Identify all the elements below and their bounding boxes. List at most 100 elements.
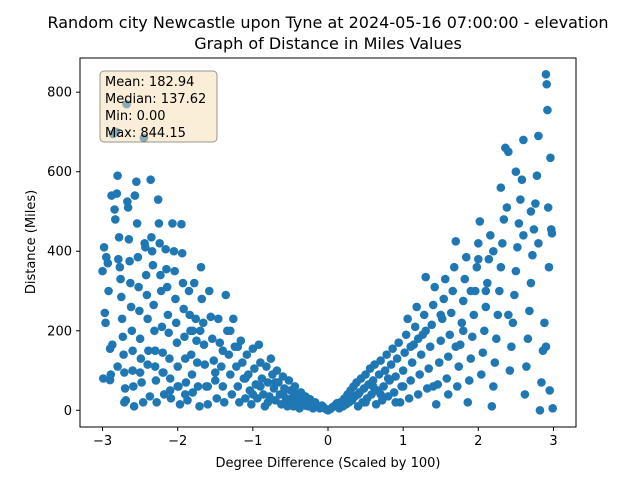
data-point [135, 306, 144, 316]
data-point [353, 390, 363, 399]
data-point [142, 290, 152, 300]
data-point [101, 318, 110, 328]
data-point [392, 354, 402, 363]
y-tick-label: 200 [47, 324, 72, 339]
x-axis: −3 −2 −1 0 1 2 3 [93, 427, 558, 449]
data-point [534, 239, 543, 248]
x-axis-label: Degree Difference (Scaled by 100) [216, 456, 441, 471]
data-point [112, 189, 122, 198]
data-point [522, 362, 531, 371]
data-point [446, 308, 456, 318]
x-tick-label: 3 [549, 434, 557, 449]
x-tick-label: 1 [399, 434, 407, 449]
data-point [481, 286, 491, 296]
data-point [517, 175, 527, 184]
data-point [195, 402, 204, 411]
data-point [120, 384, 130, 393]
data-point [148, 260, 158, 270]
data-point [293, 390, 303, 399]
data-point [534, 131, 543, 141]
data-point [203, 400, 213, 409]
data-point [233, 382, 243, 391]
data-point [496, 183, 506, 192]
data-point [111, 215, 120, 224]
data-point [146, 175, 155, 184]
stats-box-background [99, 70, 218, 143]
y-axis: 0 200 400 600 800 [47, 86, 80, 419]
data-point [487, 402, 497, 411]
stats-max: Max: 844.15 [105, 126, 186, 141]
data-point [143, 314, 152, 324]
data-point [413, 390, 423, 399]
data-point [168, 219, 177, 228]
data-point [152, 398, 161, 407]
data-point [178, 278, 188, 288]
data-point [173, 382, 182, 391]
data-point [206, 312, 216, 322]
data-point [136, 354, 146, 363]
data-point [180, 390, 190, 399]
data-point [391, 398, 400, 407]
data-point [128, 366, 137, 375]
data-point [454, 362, 464, 371]
x-tick-label: 0 [324, 434, 332, 449]
data-point [149, 300, 158, 310]
data-point [242, 350, 252, 359]
data-point [254, 340, 264, 349]
data-point [419, 310, 429, 320]
data-point [99, 374, 108, 383]
data-point [120, 368, 129, 377]
y-tick-label: 0 [64, 404, 72, 419]
data-point [428, 300, 438, 310]
data-point [100, 308, 110, 318]
data-point [451, 342, 461, 351]
data-point [525, 306, 534, 316]
data-point [513, 242, 522, 252]
y-tick-label: 600 [47, 165, 72, 180]
data-point [478, 348, 488, 357]
data-point [284, 376, 294, 385]
data-point [404, 394, 414, 403]
data-point [431, 400, 441, 409]
data-point [203, 382, 213, 391]
data-point [113, 171, 122, 180]
data-point [514, 219, 524, 228]
data-point [301, 401, 310, 410]
data-point [389, 388, 399, 397]
data-point [179, 304, 189, 314]
data-point [105, 375, 115, 385]
data-point [486, 231, 495, 240]
data-point [398, 382, 408, 391]
data-point [394, 338, 403, 348]
data-point [196, 262, 206, 272]
data-point [452, 382, 462, 391]
data-point [132, 219, 142, 228]
data-point [135, 334, 145, 344]
data-point [403, 314, 412, 324]
data-point [238, 358, 247, 367]
data-point [117, 314, 127, 324]
data-point [200, 360, 210, 369]
data-point [103, 258, 113, 268]
data-point [123, 203, 133, 212]
data-point [545, 386, 554, 395]
data-point [511, 167, 521, 177]
data-point [541, 70, 551, 79]
data-point [382, 350, 391, 359]
data-point [507, 342, 516, 351]
data-point [537, 378, 546, 387]
x-tick-label: −3 [93, 434, 112, 449]
data-point [177, 219, 186, 229]
data-point [540, 318, 549, 328]
data-point [498, 239, 507, 248]
data-point [104, 286, 113, 296]
data-point [439, 294, 449, 304]
data-point [209, 356, 219, 365]
data-point [398, 366, 408, 375]
data-point [172, 338, 182, 348]
data-point [529, 225, 539, 234]
data-point [263, 378, 273, 387]
x-tick-label: 2 [474, 434, 482, 449]
data-point [406, 342, 415, 351]
data-point [379, 382, 388, 391]
